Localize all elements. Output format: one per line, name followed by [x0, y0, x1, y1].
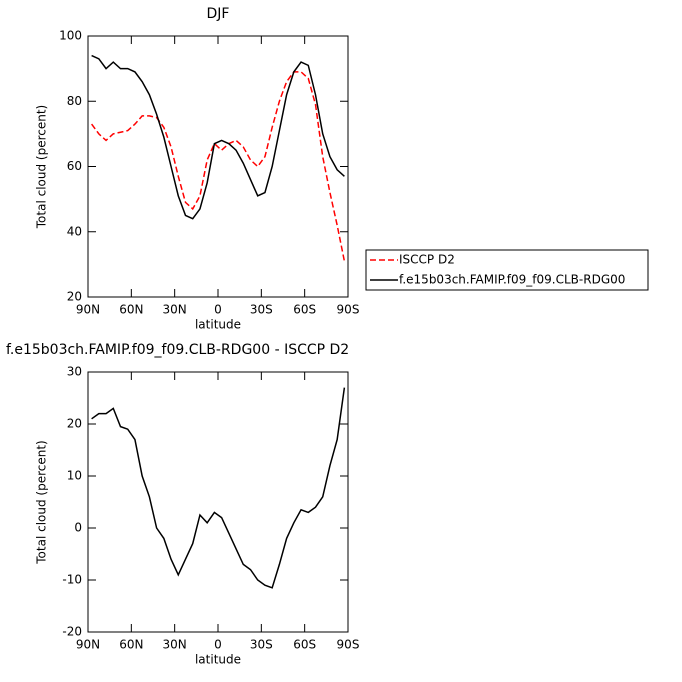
y-tick-label: 20 [67, 417, 82, 431]
y-tick-label: 20 [67, 290, 82, 304]
x-tick-label: 60N [119, 303, 143, 317]
plot-frame [87, 371, 349, 633]
data-line [91, 54, 345, 220]
y-axis-label: Total cloud (percent) [35, 440, 49, 564]
x-tick-label: 60S [293, 303, 316, 317]
x-tick-label: 90N [76, 303, 100, 317]
x-tick-label: 90S [337, 638, 360, 652]
x-tick-label: 30N [163, 638, 187, 652]
y-tick-label: 100 [59, 29, 82, 43]
legend-label: ISCCP D2 [399, 253, 455, 267]
y-tick-label: 30 [67, 365, 82, 379]
x-tick-label: 30S [250, 638, 273, 652]
y-tick-label: 40 [67, 224, 82, 238]
y-tick-label: -20 [62, 625, 82, 639]
x-axis-label: latitude [195, 318, 241, 332]
data-line [91, 387, 346, 589]
y-tick-label: 60 [67, 159, 82, 173]
y-tick-label: 10 [67, 469, 82, 483]
y-axis-label: Total cloud (percent) [35, 105, 49, 229]
x-tick-label: 0 [214, 303, 222, 317]
x-tick-label: 90S [337, 303, 360, 317]
x-tick-label: 60S [293, 638, 316, 652]
plot-frame [87, 35, 349, 298]
x-tick-label: 0 [214, 638, 222, 652]
chart-title: DJF [207, 6, 230, 22]
data-line [91, 71, 346, 262]
x-tick-label: 60N [119, 638, 143, 652]
y-tick-label: 0 [74, 521, 82, 535]
x-tick-label: 90N [76, 638, 100, 652]
y-tick-label: 80 [67, 94, 82, 108]
legend-box [365, 249, 649, 291]
x-axis-label: latitude [195, 653, 241, 667]
x-tick-label: 30S [250, 303, 273, 317]
chart-title: f.e15b03ch.FAMIP.f09_f09.CLB-RDG00 - ISC… [6, 342, 349, 358]
x-tick-label: 30N [163, 303, 187, 317]
y-tick-label: -10 [62, 573, 82, 587]
legend-label: f.e15b03ch.FAMIP.f09_f09.CLB-RDG00 [399, 273, 625, 287]
